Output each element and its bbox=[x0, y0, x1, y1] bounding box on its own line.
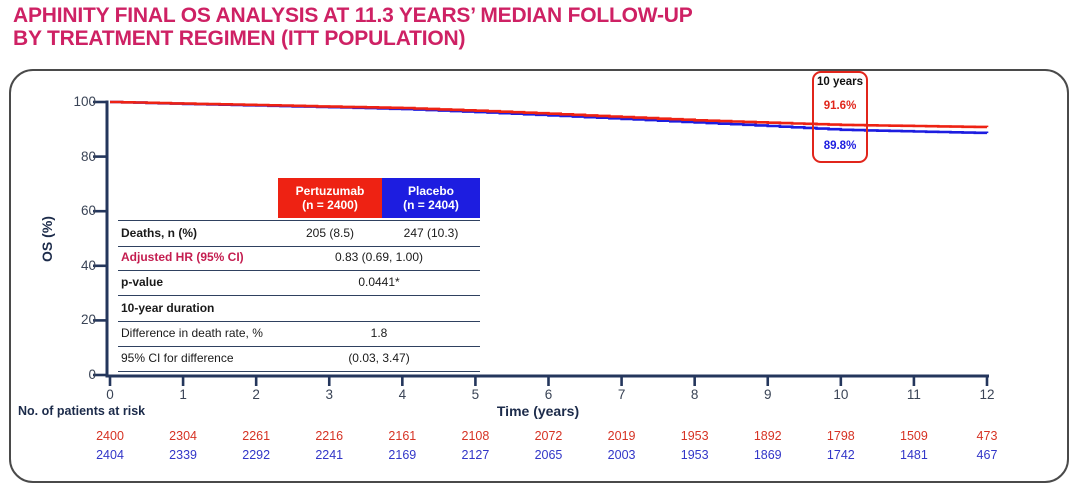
placebo-10yr-os: 89.8% bbox=[823, 140, 857, 152]
row-label: Adjusted HR (95% CI) bbox=[121, 250, 244, 265]
y-tick-label: 100 bbox=[73, 94, 96, 109]
at-risk-value-placebo: 2169 bbox=[388, 448, 417, 462]
y-tick-label: 0 bbox=[88, 367, 96, 382]
at-risk-value-placebo: 2241 bbox=[315, 448, 344, 462]
placebo-n: (n = 2404) bbox=[403, 198, 459, 212]
table-row-death-rate-diff: Difference in death rate, % 1.8 bbox=[118, 321, 480, 347]
table-row-hr: Adjusted HR (95% CI) 0.83 (0.69, 1.00) bbox=[118, 245, 480, 272]
x-tick-label: 7 bbox=[617, 387, 626, 402]
pertuzumab-name: Pertuzumab bbox=[295, 184, 365, 198]
at-risk-value-placebo: 2065 bbox=[534, 448, 563, 462]
ten-year-callout: 10 years 91.6% 89.8% bbox=[812, 71, 868, 163]
row-label: 10-year duration bbox=[121, 300, 215, 315]
at-risk-value-pertuzumab: 473 bbox=[976, 429, 998, 443]
table-row-duration-header: 10-year duration bbox=[118, 296, 480, 322]
x-tick-label: 0 bbox=[106, 387, 114, 402]
x-tick-label: 10 bbox=[833, 387, 849, 402]
at-risk-value-placebo: 2127 bbox=[461, 448, 490, 462]
title-line-1: APHINITY FINAL OS ANALYSIS AT 11.3 YEARS… bbox=[13, 4, 693, 27]
at-risk-value-pertuzumab: 2161 bbox=[388, 429, 417, 443]
at-risk-value-placebo: 2003 bbox=[607, 448, 636, 462]
table-row-pvalue: p-value 0.0441* bbox=[118, 270, 480, 297]
at-risk-value-placebo: 2292 bbox=[242, 448, 271, 462]
x-tick-label: 3 bbox=[325, 387, 333, 402]
p-value: 0.0441* bbox=[358, 275, 400, 290]
pertuzumab-n: (n = 2400) bbox=[302, 198, 358, 212]
at-risk-value-placebo: 1481 bbox=[900, 448, 928, 462]
x-tick-label: 12 bbox=[979, 387, 995, 402]
row-label: p-value bbox=[121, 275, 164, 290]
title-line-2: BY TREATMENT REGIMEN (ITT POPULATION) bbox=[13, 27, 466, 50]
hr-value: 0.83 (0.69, 1.00) bbox=[334, 250, 424, 265]
pertuzumab-10yr-os: 91.6% bbox=[823, 100, 857, 112]
deaths-pertuzumab: 205 (8.5) bbox=[305, 226, 355, 240]
diff-value: 1.8 bbox=[370, 325, 388, 340]
at-risk-value-pertuzumab: 2400 bbox=[96, 429, 124, 443]
at-risk-value-placebo: 2339 bbox=[169, 448, 197, 462]
at-risk-value-pertuzumab: 1953 bbox=[680, 429, 709, 443]
x-tick-label: 2 bbox=[252, 387, 260, 402]
row-label: Deaths, n (%) bbox=[121, 226, 198, 240]
callout-title: 10 years bbox=[816, 76, 864, 88]
at-risk-value-placebo: 2404 bbox=[96, 448, 124, 462]
placebo-name: Placebo bbox=[407, 184, 455, 198]
at-risk-value-placebo: 1742 bbox=[826, 448, 855, 462]
pertuzumab-column-header: Pertuzumab (n = 2400) bbox=[278, 178, 382, 218]
page-title: APHINITY FINAL OS ANALYSIS AT 11.3 YEARS… bbox=[13, 4, 693, 50]
at-risk-value-pertuzumab: 1509 bbox=[900, 429, 928, 443]
x-tick-label: 4 bbox=[398, 387, 407, 402]
at-risk-value-placebo: 467 bbox=[976, 448, 998, 462]
x-tick-label: 5 bbox=[471, 387, 480, 402]
row-label: 95% CI for difference bbox=[121, 351, 234, 365]
at-risk-value-pertuzumab: 2304 bbox=[169, 429, 197, 443]
at-risk-value-pertuzumab: 2019 bbox=[607, 429, 636, 443]
y-tick-label: 20 bbox=[80, 312, 96, 328]
ci-value: (0.03, 3.47) bbox=[348, 351, 410, 365]
x-tick-label: 8 bbox=[690, 387, 699, 402]
x-tick-label: 9 bbox=[763, 387, 772, 402]
at-risk-value-placebo: 1953 bbox=[680, 448, 709, 462]
chart-panel bbox=[9, 69, 1069, 483]
x-tick-label: 6 bbox=[544, 387, 553, 402]
at-risk-value-pertuzumab: 2072 bbox=[534, 429, 563, 443]
y-axis-title: OS (%) bbox=[39, 216, 55, 262]
at-risk-label: No. of patients at risk bbox=[18, 404, 146, 418]
y-tick-label: 40 bbox=[80, 257, 96, 273]
at-risk-value-pertuzumab: 2261 bbox=[242, 429, 271, 443]
table-row-deaths: Deaths, n (%) 205 (8.5) 247 (10.3) bbox=[118, 220, 480, 247]
row-label: Difference in death rate, % bbox=[121, 325, 263, 340]
x-axis-title: Time (years) bbox=[496, 403, 580, 419]
x-tick-label: 11 bbox=[906, 387, 921, 402]
y-tick-label: 80 bbox=[80, 148, 96, 164]
y-tick-label: 60 bbox=[80, 203, 96, 219]
at-risk-value-placebo: 1869 bbox=[753, 448, 782, 462]
x-tick-label: 1 bbox=[179, 387, 187, 402]
at-risk-value-pertuzumab: 1798 bbox=[826, 429, 855, 443]
at-risk-value-pertuzumab: 2108 bbox=[461, 429, 490, 443]
at-risk-value-pertuzumab: 2216 bbox=[315, 429, 344, 443]
deaths-placebo: 247 (10.3) bbox=[403, 226, 459, 240]
at-risk-value-pertuzumab: 1892 bbox=[753, 429, 782, 443]
placebo-column-header: Placebo (n = 2404) bbox=[382, 178, 480, 218]
table-row-ci-diff: 95% CI for difference (0.03, 3.47) bbox=[118, 346, 480, 372]
